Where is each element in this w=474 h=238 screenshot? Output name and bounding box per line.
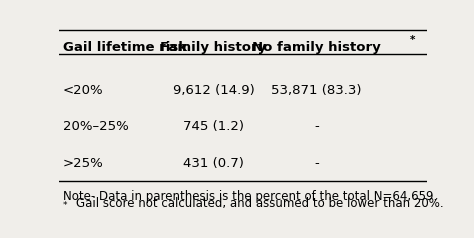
Text: -: -	[314, 120, 319, 133]
Text: *: *	[63, 201, 67, 210]
Text: 431 (0.7): 431 (0.7)	[183, 157, 244, 170]
Text: 20%–25%: 20%–25%	[63, 120, 128, 133]
Text: 53,871 (83.3): 53,871 (83.3)	[271, 84, 362, 97]
Text: Family history: Family history	[160, 41, 267, 55]
Text: Gail score not calculated, and assumed to be lower than 20%.: Gail score not calculated, and assumed t…	[76, 197, 443, 210]
Text: *: *	[410, 35, 415, 45]
Text: 9,612 (14.9): 9,612 (14.9)	[173, 84, 255, 97]
Text: Note- Data in parenthesis is the percent of the total N=64,659.: Note- Data in parenthesis is the percent…	[63, 190, 437, 203]
Text: Gail lifetime risk: Gail lifetime risk	[63, 41, 187, 55]
Text: No family history: No family history	[252, 41, 381, 55]
Text: -: -	[314, 157, 319, 170]
Text: >25%: >25%	[63, 157, 104, 170]
Text: 745 (1.2): 745 (1.2)	[183, 120, 244, 133]
Text: <20%: <20%	[63, 84, 103, 97]
